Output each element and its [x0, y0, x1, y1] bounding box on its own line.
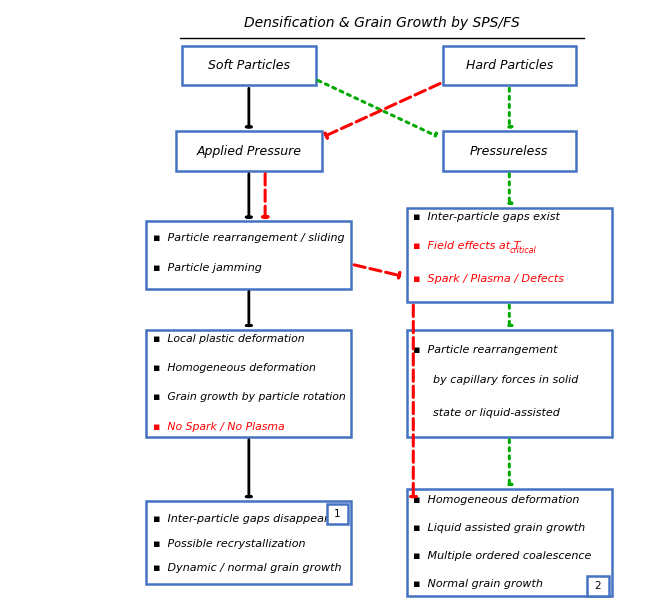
- Text: Soft Particles: Soft Particles: [208, 59, 290, 72]
- FancyBboxPatch shape: [587, 576, 609, 596]
- Text: Hard Particles: Hard Particles: [466, 59, 553, 72]
- Text: by capillary forces in solid: by capillary forces in solid: [433, 375, 578, 386]
- FancyBboxPatch shape: [407, 208, 612, 303]
- Text: ▪  Particle jamming: ▪ Particle jamming: [153, 263, 262, 273]
- Text: Applied Pressure: Applied Pressure: [196, 145, 301, 158]
- Text: ▪  No Spark / No Plasma: ▪ No Spark / No Plasma: [153, 422, 284, 432]
- Text: ▪  Normal grain growth: ▪ Normal grain growth: [413, 579, 543, 589]
- FancyBboxPatch shape: [407, 330, 612, 437]
- Text: ▪  Dynamic / normal grain growth: ▪ Dynamic / normal grain growth: [153, 563, 341, 573]
- Text: ▪  Inter-particle gaps exist: ▪ Inter-particle gaps exist: [413, 212, 560, 222]
- FancyBboxPatch shape: [443, 45, 576, 85]
- FancyBboxPatch shape: [443, 131, 576, 171]
- Text: ▪  Spark / Plasma / Defects: ▪ Spark / Plasma / Defects: [413, 274, 564, 284]
- Text: critical: critical: [509, 246, 536, 255]
- Text: Pressureless: Pressureless: [470, 145, 549, 158]
- FancyBboxPatch shape: [182, 45, 316, 85]
- Text: ▪  Liquid assisted grain growth: ▪ Liquid assisted grain growth: [413, 523, 585, 533]
- Text: ▪  Particle rearrangement / sliding: ▪ Particle rearrangement / sliding: [153, 233, 345, 243]
- Text: ▪  Local plastic deformation: ▪ Local plastic deformation: [153, 334, 304, 344]
- Text: ▪  Grain growth by particle rotation: ▪ Grain growth by particle rotation: [153, 392, 345, 402]
- FancyBboxPatch shape: [146, 501, 351, 583]
- Text: ▪  Homogeneous deformation: ▪ Homogeneous deformation: [413, 494, 579, 505]
- Text: 2: 2: [594, 581, 601, 591]
- Text: ▪  Inter-particle gaps disappear: ▪ Inter-particle gaps disappear: [153, 514, 328, 524]
- FancyBboxPatch shape: [327, 504, 348, 524]
- Text: Densification & Grain Growth by SPS/FS: Densification & Grain Growth by SPS/FS: [245, 16, 520, 30]
- Text: ▪  Multiple ordered coalescence: ▪ Multiple ordered coalescence: [413, 551, 592, 561]
- Text: ▪  Homogeneous deformation: ▪ Homogeneous deformation: [153, 363, 316, 373]
- Text: 1: 1: [334, 509, 341, 519]
- FancyBboxPatch shape: [175, 131, 322, 171]
- Text: ▪  Field effects at T: ▪ Field effects at T: [413, 241, 521, 251]
- FancyBboxPatch shape: [146, 222, 351, 289]
- Text: ▪  Particle rearrangement: ▪ Particle rearrangement: [413, 345, 558, 355]
- FancyBboxPatch shape: [146, 330, 351, 437]
- FancyBboxPatch shape: [407, 489, 612, 596]
- Text: state or liquid-assisted: state or liquid-assisted: [433, 408, 560, 418]
- Text: ▪  Possible recrystallization: ▪ Possible recrystallization: [153, 538, 305, 548]
